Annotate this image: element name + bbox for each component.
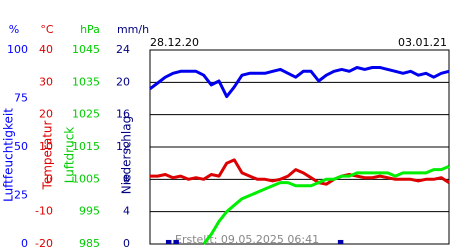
y-tick-label: 30	[39, 75, 53, 88]
y-tick-label: 50	[14, 140, 28, 153]
axis-unit: %	[9, 23, 19, 36]
y-tick-label: 20	[39, 108, 53, 121]
y-tick-label: 0	[21, 237, 28, 250]
axis-unit: °C	[40, 23, 54, 36]
y-tick-label: 75	[14, 92, 28, 105]
series-line	[149, 66, 450, 99]
date-start: 28.12.20	[150, 36, 199, 49]
precip-bar	[173, 239, 179, 244]
y-tick-label: 1015	[72, 140, 100, 153]
y-tick-label: 0	[46, 172, 53, 185]
y-tick-label: 1045	[72, 43, 100, 56]
y-tick-label: 8	[123, 172, 130, 185]
precip-bar	[165, 239, 172, 244]
axis-title: Luftfeuchtigkeit	[2, 108, 16, 202]
y-tick-label: 4	[123, 205, 130, 218]
y-tick-label: 10	[39, 140, 53, 153]
series-line	[150, 158, 450, 186]
y-tick-label: 1025	[72, 108, 100, 121]
y-tick-label: 100	[7, 43, 28, 56]
axis-unit: mm/h	[117, 23, 149, 36]
y-tick-label: 995	[79, 205, 100, 218]
precip-bar	[337, 239, 344, 244]
axis-title: Temperatur	[41, 120, 55, 190]
axis-unit: hPa	[80, 23, 100, 36]
y-tick-label: 20	[116, 75, 130, 88]
y-tick-label: 1035	[72, 75, 100, 88]
date-end: 03.01.21	[398, 36, 447, 49]
y-tick-label: 16	[116, 108, 130, 121]
y-tick-label: 1005	[72, 172, 100, 185]
y-tick-label: 985	[79, 237, 100, 250]
series-line	[202, 165, 450, 245]
y-tick-label: 40	[39, 43, 53, 56]
y-tick-label: 0	[123, 237, 130, 250]
y-tick-label: 24	[116, 43, 130, 56]
y-tick-label: -10	[35, 205, 53, 218]
axis-title: Niederschlag	[120, 116, 134, 194]
y-tick-label: -20	[35, 237, 53, 250]
axis-title: Luftdruck	[63, 127, 77, 184]
y-tick-label: 25	[14, 189, 28, 202]
y-tick-label: 12	[116, 140, 130, 153]
